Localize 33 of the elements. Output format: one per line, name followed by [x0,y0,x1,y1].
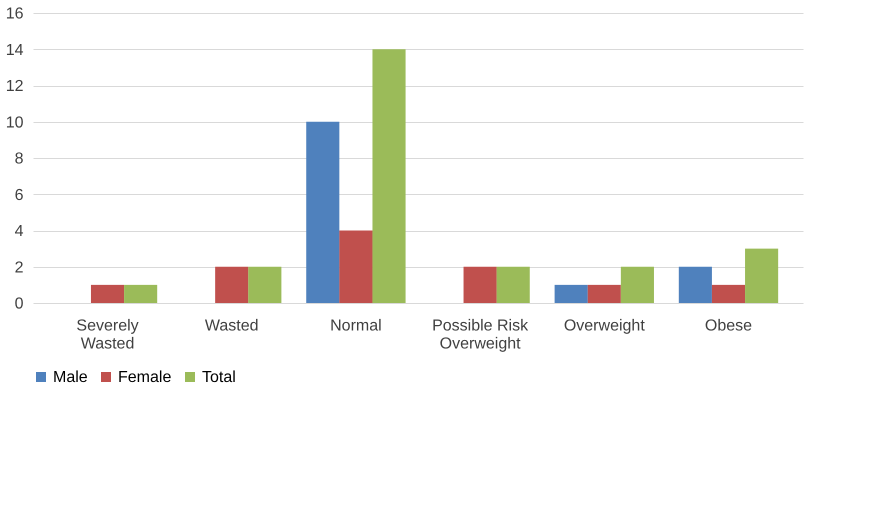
y-tick-label: 6 [14,186,24,204]
x-tick-label: Normal [330,318,382,334]
y-tick-label: 2 [14,259,24,276]
bar [588,284,621,303]
x-tick-label: Possible Risk Overweight [432,318,530,352]
y-tick-label: 0 [14,296,24,312]
bar [712,284,746,303]
legend-label: Male [53,369,88,386]
bar [496,266,530,303]
bar [464,266,497,303]
bar [339,230,372,303]
x-tick-label: Severely Wasted [76,318,139,352]
bar [372,49,406,303]
y-tick-label: 12 [6,78,24,95]
bar [554,284,588,303]
bar [90,284,124,303]
legend-label: Total [202,369,236,386]
y-tick-label: 16 [6,6,24,22]
legend-label: Female [118,369,172,386]
y-tick-label: 14 [6,42,24,59]
bar [745,248,778,303]
y-tick-label: 4 [14,223,24,240]
bar [678,266,712,303]
y-tick-label: 10 [6,114,24,132]
x-tick-label: Overweight [564,318,646,334]
x-tick-label: Wasted [204,318,259,334]
bar [620,266,654,303]
bar [124,284,158,303]
bar [306,122,340,303]
bar [215,266,248,303]
bar [248,266,282,303]
x-tick-label: Obese [704,318,752,334]
y-tick-label: 8 [14,150,24,168]
